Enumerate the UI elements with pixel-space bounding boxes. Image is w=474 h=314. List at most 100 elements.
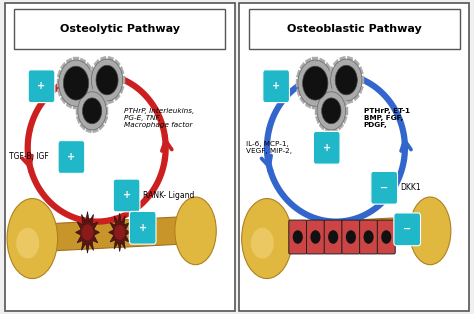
Polygon shape <box>340 97 346 104</box>
Polygon shape <box>328 88 334 96</box>
Polygon shape <box>113 59 120 68</box>
Ellipse shape <box>114 225 125 240</box>
Polygon shape <box>353 92 359 101</box>
FancyBboxPatch shape <box>58 141 85 173</box>
Polygon shape <box>80 121 87 130</box>
Polygon shape <box>60 95 67 104</box>
Polygon shape <box>79 100 86 108</box>
Polygon shape <box>102 115 108 124</box>
FancyBboxPatch shape <box>239 3 469 311</box>
Ellipse shape <box>242 198 292 279</box>
Polygon shape <box>57 79 61 87</box>
Circle shape <box>298 60 332 106</box>
Polygon shape <box>329 67 335 76</box>
Polygon shape <box>85 62 91 71</box>
Polygon shape <box>325 89 331 96</box>
Polygon shape <box>331 89 337 96</box>
Circle shape <box>331 59 362 101</box>
FancyBboxPatch shape <box>129 211 156 244</box>
Polygon shape <box>324 95 331 104</box>
Polygon shape <box>319 58 325 66</box>
Polygon shape <box>319 121 326 130</box>
Text: RANK- Ligand: RANK- Ligand <box>143 191 194 200</box>
Polygon shape <box>305 58 312 66</box>
Circle shape <box>310 230 320 244</box>
Circle shape <box>328 230 338 244</box>
Polygon shape <box>329 84 335 94</box>
FancyBboxPatch shape <box>324 220 342 254</box>
Ellipse shape <box>82 225 93 241</box>
Polygon shape <box>346 56 353 63</box>
Polygon shape <box>337 121 344 130</box>
Circle shape <box>335 65 357 95</box>
Polygon shape <box>89 88 95 96</box>
FancyBboxPatch shape <box>113 179 140 212</box>
Text: TGF-B, IGF: TGF-B, IGF <box>9 153 49 161</box>
Polygon shape <box>108 97 114 104</box>
Polygon shape <box>357 67 364 76</box>
Polygon shape <box>92 89 99 96</box>
Polygon shape <box>333 92 340 101</box>
Polygon shape <box>341 98 347 107</box>
Ellipse shape <box>175 197 216 265</box>
Polygon shape <box>79 58 86 66</box>
Text: −: − <box>380 183 388 193</box>
Polygon shape <box>57 70 63 79</box>
FancyBboxPatch shape <box>289 220 307 254</box>
Polygon shape <box>90 84 96 94</box>
Ellipse shape <box>16 228 39 258</box>
Circle shape <box>96 65 118 95</box>
Polygon shape <box>296 79 300 87</box>
Text: +: + <box>122 191 131 200</box>
Circle shape <box>91 59 123 101</box>
Polygon shape <box>109 213 131 252</box>
Circle shape <box>302 66 328 100</box>
Polygon shape <box>102 98 108 107</box>
Polygon shape <box>319 100 325 108</box>
Polygon shape <box>90 67 96 76</box>
Polygon shape <box>328 70 334 79</box>
FancyBboxPatch shape <box>5 3 235 311</box>
Text: Osteoblastic Pathway: Osteoblastic Pathway <box>287 24 422 34</box>
Circle shape <box>78 92 106 130</box>
Polygon shape <box>118 67 124 76</box>
Polygon shape <box>118 84 124 94</box>
FancyBboxPatch shape <box>377 220 395 254</box>
Circle shape <box>82 98 102 124</box>
Polygon shape <box>94 92 101 101</box>
Ellipse shape <box>7 198 58 279</box>
Circle shape <box>317 92 346 130</box>
Polygon shape <box>360 76 364 84</box>
Polygon shape <box>357 84 364 94</box>
Text: −: − <box>403 224 411 234</box>
Polygon shape <box>315 98 321 107</box>
Polygon shape <box>341 115 347 124</box>
Text: +: + <box>272 81 280 91</box>
Polygon shape <box>120 76 125 84</box>
Polygon shape <box>331 126 337 133</box>
FancyBboxPatch shape <box>248 9 460 49</box>
FancyBboxPatch shape <box>371 171 398 204</box>
Polygon shape <box>315 107 319 115</box>
Ellipse shape <box>251 228 274 258</box>
Text: IL-6, MCP-1,
VEGF, MIP-2,: IL-6, MCP-1, VEGF, MIP-2, <box>246 141 292 154</box>
Polygon shape <box>325 126 331 133</box>
FancyBboxPatch shape <box>360 220 377 254</box>
Polygon shape <box>353 59 359 68</box>
Polygon shape <box>258 215 442 252</box>
Polygon shape <box>66 58 73 66</box>
Polygon shape <box>346 97 353 104</box>
Polygon shape <box>300 62 307 71</box>
Polygon shape <box>80 91 87 100</box>
Polygon shape <box>92 126 99 133</box>
Polygon shape <box>312 103 318 109</box>
Polygon shape <box>66 100 73 108</box>
FancyBboxPatch shape <box>342 220 360 254</box>
Polygon shape <box>73 57 79 63</box>
FancyBboxPatch shape <box>263 70 290 103</box>
Polygon shape <box>75 212 100 253</box>
Polygon shape <box>100 56 107 63</box>
Text: +: + <box>323 143 331 153</box>
Text: +: + <box>67 152 75 162</box>
Polygon shape <box>328 76 333 84</box>
